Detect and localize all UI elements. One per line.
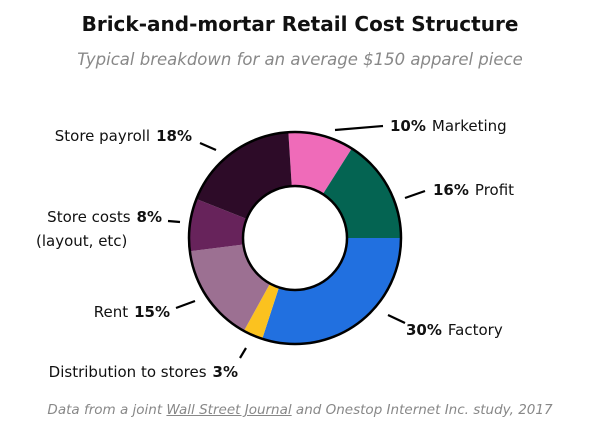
slice-label: Store payroll 18% — [55, 127, 192, 145]
leader-line — [199, 141, 217, 152]
slice-store-costs — [189, 198, 247, 252]
leader-line — [239, 347, 247, 359]
slice-distribution-to-stores — [243, 283, 279, 339]
source-text: and Onestop Internet Inc. study, 2017 — [291, 402, 553, 418]
slice-label: Rent 15% — [94, 303, 170, 321]
leader-line — [167, 219, 181, 224]
pct-label: 10% — [390, 117, 426, 135]
name-label: Marketing — [432, 117, 507, 135]
leader-line — [387, 314, 406, 324]
inner-ring — [241, 184, 349, 292]
pct-label: 3% — [213, 363, 238, 381]
name-label: Store costs — [47, 208, 131, 226]
source-note: Data from a joint Wall Street Journal an… — [0, 402, 600, 418]
slice-marketing — [288, 132, 352, 195]
chart-title: Brick-and-mortar Retail Cost Structure — [81, 12, 519, 36]
pct-label: 18% — [156, 127, 192, 145]
slice-label: Store costs 8% — [47, 208, 162, 226]
chart-subtitle: Typical breakdown for an average $150 ap… — [77, 50, 523, 69]
slice-label: 30% Factory — [406, 321, 503, 339]
pct-label: 8% — [137, 208, 162, 226]
name-label: Profit — [475, 181, 514, 199]
outer-ring — [187, 130, 403, 346]
leader-line — [334, 124, 384, 132]
source-link[interactable]: Wall Street Journal — [166, 402, 292, 418]
source-text: Data from a joint — [47, 402, 167, 418]
leader-line — [404, 189, 426, 200]
name-label: Distribution to stores — [49, 363, 207, 381]
slice-label: Distribution to stores 3% — [49, 363, 238, 381]
name-label: Factory — [448, 321, 503, 339]
name-label: Rent — [94, 303, 128, 321]
slice-factory — [262, 238, 402, 345]
slice-label: 16% Profit — [433, 181, 514, 199]
pct-label: 30% — [406, 321, 442, 339]
slice-sublabel: (layout, etc) — [36, 232, 127, 250]
leader-line — [175, 299, 196, 310]
name-label: Store payroll — [55, 127, 150, 145]
pct-label: 16% — [433, 181, 469, 199]
slice-store-payroll — [196, 132, 292, 219]
pct-label: 15% — [134, 303, 170, 321]
slice-label: 10% Marketing — [390, 117, 507, 135]
